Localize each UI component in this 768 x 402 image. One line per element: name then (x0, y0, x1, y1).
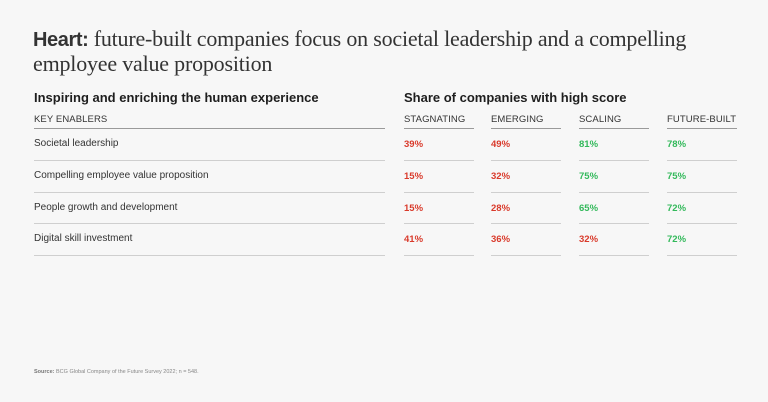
title-text: future-built companies focus on societal… (33, 26, 687, 76)
cell-value: 75% (579, 170, 599, 182)
row-divider-col (579, 255, 649, 256)
row-divider-col (579, 223, 649, 224)
row-divider-col (491, 255, 561, 256)
row-label: Digital skill investment (34, 233, 133, 245)
row-label: Societal leadership (34, 138, 119, 149)
cell-value: 49% (491, 139, 511, 150)
row-divider-col (404, 255, 474, 256)
row-divider-col (667, 223, 737, 224)
header-line-col-0 (404, 128, 474, 129)
row-divider-col (579, 160, 649, 161)
row-divider-left (34, 223, 385, 224)
row-label: Compelling employee value proposition (34, 169, 209, 181)
source-note: Source: BCG Global Company of the Future… (34, 369, 199, 375)
row-label: People growth and development (34, 201, 178, 213)
cell-value: 32% (579, 234, 599, 246)
cell-value: 75% (667, 170, 687, 182)
cell-value: 15% (404, 202, 424, 214)
row-divider-left (34, 255, 385, 256)
column-header-2: SCALING (579, 114, 622, 125)
header-line-left (34, 128, 385, 129)
column-header-3: FUTURE-BUILT (667, 114, 737, 125)
cell-value: 28% (491, 202, 511, 214)
row-divider-col (491, 223, 561, 224)
row-divider-col (404, 192, 474, 193)
header-line-col-1 (491, 128, 561, 129)
row-divider-left (34, 192, 385, 193)
cell-value: 41% (404, 234, 424, 246)
page-title: Heart: future-built companies focus on s… (33, 27, 733, 76)
title-bold: Heart: (33, 29, 89, 51)
row-divider-left (34, 160, 385, 161)
right-heading: Share of companies with high score (404, 90, 627, 105)
left-heading: Inspiring and enriching the human experi… (34, 90, 319, 105)
cell-value: 72% (667, 234, 687, 246)
row-divider-col (491, 160, 561, 161)
cell-value: 65% (579, 202, 599, 214)
row-divider-col (667, 255, 737, 256)
column-header-0: STAGNATING (404, 114, 466, 125)
source-label: Source: (34, 369, 55, 375)
column-header-1: EMERGING (491, 114, 544, 125)
row-divider-col (667, 160, 737, 161)
cell-value: 81% (579, 139, 599, 150)
cell-value: 39% (404, 139, 424, 150)
row-divider-col (404, 160, 474, 161)
header-line-col-2 (579, 128, 649, 129)
source-text: BCG Global Company of the Future Survey … (54, 369, 199, 375)
row-divider-col (667, 192, 737, 193)
row-divider-col (579, 192, 649, 193)
row-divider-col (491, 192, 561, 193)
row-divider-col (404, 223, 474, 224)
cell-value: 32% (491, 170, 511, 182)
cell-value: 78% (667, 139, 687, 150)
cell-value: 36% (491, 234, 511, 246)
row-header: KEY ENABLERS (34, 114, 108, 125)
cell-value: 15% (404, 170, 424, 182)
header-line-col-3 (667, 128, 737, 129)
cell-value: 72% (667, 202, 687, 214)
